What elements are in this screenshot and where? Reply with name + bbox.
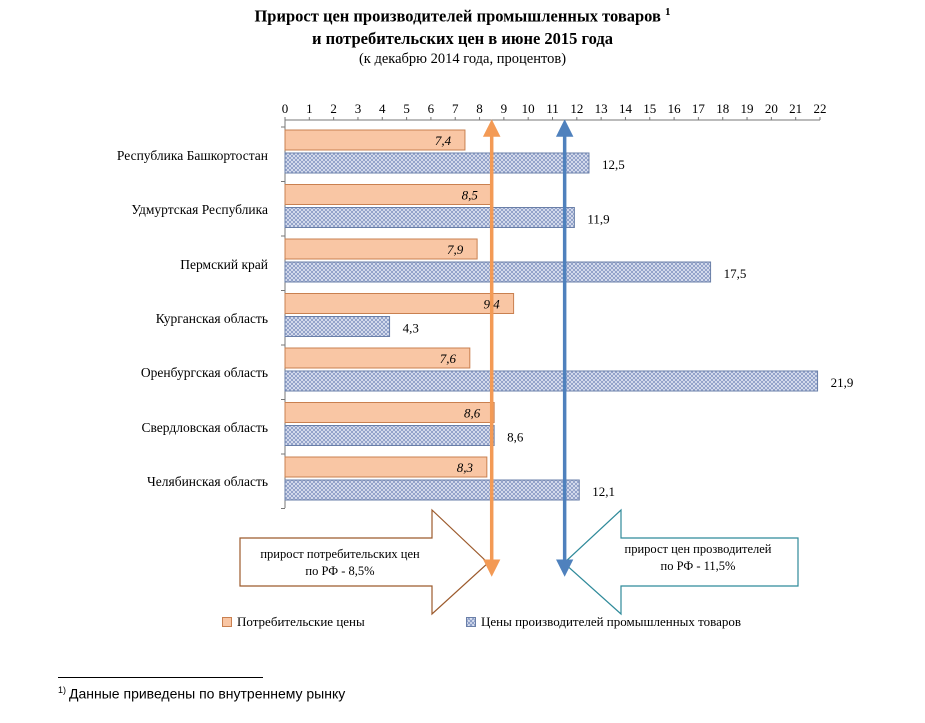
category-label: Оренбургская область: [140, 365, 268, 380]
data-label-producer: 12,1: [592, 484, 615, 499]
x-tick-label: 11: [546, 101, 559, 116]
x-tick-label: 5: [403, 101, 410, 116]
x-tick-label: 15: [643, 101, 656, 116]
data-label-consumer: 8,5: [462, 188, 479, 203]
x-tick-label: 17: [692, 101, 706, 116]
x-tick-label: 9: [501, 101, 508, 116]
x-tick-label: 10: [522, 101, 535, 116]
producer-callout-text: прирост цен прозводителей по РФ - 11,5%: [624, 542, 772, 573]
title-footnote-mark: 1: [665, 6, 671, 18]
x-tick-label: 21: [789, 101, 802, 116]
data-label-consumer: 7,9: [447, 242, 464, 257]
producer-callout-arrow: [563, 508, 799, 616]
x-tick-label: 1: [306, 101, 313, 116]
category-label: Удмуртская Республика: [131, 202, 268, 217]
x-tick-label: 13: [595, 101, 608, 116]
data-label-producer: 11,9: [587, 212, 609, 227]
data-label-producer: 12,5: [602, 157, 625, 172]
x-tick-label: 14: [619, 101, 633, 116]
x-tick-label: 3: [355, 101, 362, 116]
consumer-callout-arrow: [239, 508, 489, 616]
x-tick-label: 18: [716, 101, 729, 116]
x-tick-label: 4: [379, 101, 386, 116]
x-tick-label: 6: [428, 101, 435, 116]
x-tick-label: 8: [476, 101, 483, 116]
category-label: Пермский край: [180, 257, 268, 272]
data-label-producer: 8,6: [507, 430, 524, 445]
x-tick-label: 7: [452, 101, 459, 116]
bar-consumer: [284, 129, 466, 151]
bar-producer: [284, 207, 575, 228]
legend-item-producer: Цены производителей промышленных товаров: [466, 614, 741, 630]
data-label-producer: 4,3: [403, 321, 419, 336]
bar-consumer: [284, 402, 495, 423]
category-label: Курганская область: [155, 311, 268, 326]
bar-producer: [284, 425, 495, 446]
consumer-callout-text: прирост потребительских цен по РФ - 8,5%: [260, 547, 420, 578]
legend-item-consumer: Потребительские цены: [222, 614, 365, 630]
legend-swatch-consumer: [222, 617, 232, 627]
bar-producer: [284, 261, 712, 283]
x-tick-label: 12: [570, 101, 583, 116]
data-label-consumer: 7,6: [440, 351, 457, 366]
x-tick-label: 0: [282, 101, 289, 116]
bar-consumer: [284, 347, 471, 369]
legend-swatch-producer: [466, 617, 476, 627]
bar-producer: [284, 479, 580, 501]
chart-title-line1: Прирост цен производителей промышленных …: [254, 6, 671, 26]
bar-producer: [284, 316, 391, 337]
x-tick-label: 19: [741, 101, 754, 116]
bar-consumer: [284, 293, 515, 314]
footnote: 1) Данные приведены по внутреннему рынку: [58, 685, 346, 702]
footnote-divider: [58, 677, 263, 678]
chart-title-line2: и потребительских цен в июне 2015 года: [311, 29, 613, 48]
category-label: Свердловская область: [141, 420, 269, 435]
category-label: Челябинская область: [146, 474, 268, 489]
x-tick-label: 22: [814, 101, 827, 116]
bar-consumer: [284, 238, 478, 260]
chart-subtitle: (к декабрю 2014 года, процентов): [358, 51, 567, 67]
x-tick-label: 2: [330, 101, 337, 116]
data-label-producer: 21,9: [831, 375, 854, 390]
bar-producer: [284, 152, 590, 174]
bar-producer: [284, 370, 819, 392]
data-label-consumer: 7,4: [435, 133, 452, 148]
x-tick-label: 20: [765, 101, 778, 116]
data-label-consumer: 8,3: [457, 460, 474, 475]
x-tick-label: 16: [668, 101, 682, 116]
category-label: Республика Башкортостан: [116, 148, 268, 163]
data-label-consumer: 8,6: [464, 406, 481, 421]
data-label-producer: 17,5: [724, 266, 747, 281]
